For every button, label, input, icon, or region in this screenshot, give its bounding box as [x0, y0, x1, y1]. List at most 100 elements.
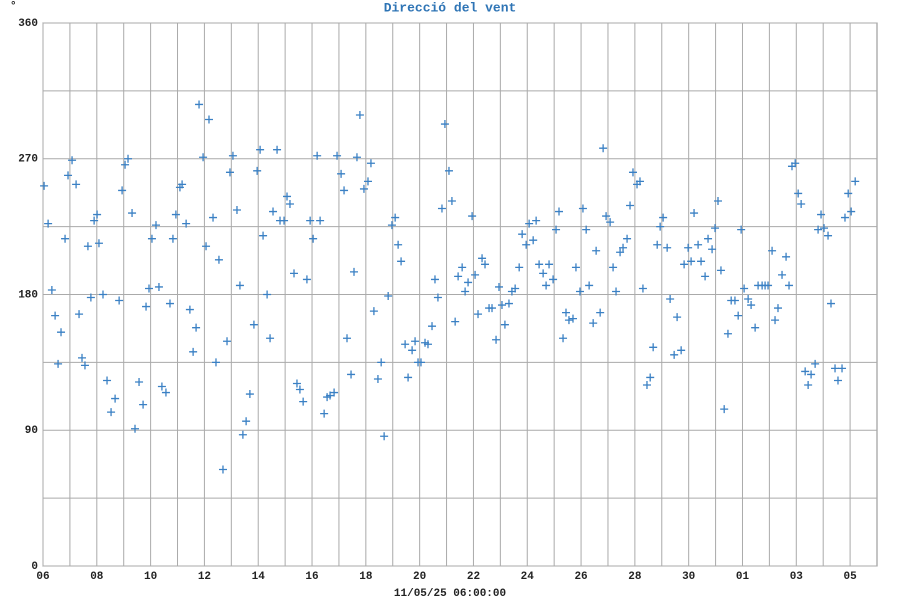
data-point — [47, 285, 56, 294]
data-point — [844, 189, 853, 198]
x-tick-label: 10 — [144, 571, 157, 583]
y-tick-label: 180 — [18, 289, 38, 301]
data-point — [711, 224, 720, 233]
data-point — [659, 213, 668, 222]
data-point — [366, 159, 375, 168]
data-point — [511, 284, 520, 293]
data-point — [791, 159, 800, 168]
data-point — [245, 390, 254, 399]
data-point — [121, 160, 130, 169]
data-point — [397, 257, 406, 266]
y-tick-label: 0 — [31, 561, 38, 573]
x-tick-label: 20 — [413, 571, 426, 583]
data-point — [161, 388, 170, 397]
data-point — [111, 394, 120, 403]
data-point — [416, 358, 425, 367]
data-point — [532, 216, 541, 225]
data-point — [602, 212, 611, 221]
data-point — [107, 408, 116, 417]
data-point — [299, 397, 308, 406]
data-point — [253, 166, 262, 175]
data-point — [680, 260, 689, 269]
data-point — [347, 370, 356, 379]
data-point — [575, 287, 584, 296]
data-point — [211, 358, 220, 367]
data-point — [723, 329, 732, 338]
x-tick-label: 30 — [682, 571, 695, 583]
data-point — [589, 319, 598, 328]
data-point — [474, 310, 483, 319]
y-unit: ° — [10, 1, 17, 13]
data-point — [559, 334, 568, 343]
data-point — [666, 295, 675, 304]
data-point — [612, 287, 621, 296]
data-point — [377, 358, 386, 367]
data-point — [814, 225, 823, 234]
data-point — [561, 308, 570, 317]
data-point — [350, 267, 359, 276]
data-point — [440, 120, 449, 129]
data-point — [292, 379, 301, 388]
data-point — [259, 231, 268, 240]
data-point — [687, 257, 696, 266]
data-point — [525, 219, 534, 228]
data-point — [571, 263, 580, 272]
data-point — [606, 218, 615, 227]
data-point — [488, 304, 497, 313]
data-point — [61, 234, 70, 243]
data-point — [522, 240, 531, 249]
data-point — [649, 343, 658, 352]
data-point — [673, 313, 682, 322]
data-point — [714, 196, 723, 205]
data-point — [549, 275, 558, 284]
data-point — [539, 269, 548, 278]
data-point — [151, 221, 160, 230]
data-point — [64, 171, 73, 180]
data-point — [404, 373, 413, 382]
data-point — [242, 417, 251, 426]
data-point — [464, 278, 473, 287]
data-point — [178, 180, 187, 189]
data-point — [423, 340, 432, 349]
data-point — [555, 207, 564, 216]
data-point — [343, 334, 352, 343]
x-tick-label: 06 — [36, 571, 49, 583]
data-point — [44, 219, 53, 228]
data-point — [697, 257, 706, 266]
y-tick-label: 270 — [18, 154, 38, 166]
data-point — [582, 225, 591, 234]
data-point — [568, 314, 577, 323]
data-point — [773, 304, 782, 313]
data-point — [820, 224, 829, 233]
data-point — [232, 206, 241, 215]
data-point — [93, 210, 102, 219]
data-point — [481, 260, 490, 269]
data-point — [471, 270, 480, 279]
data-point — [103, 376, 112, 385]
data-point — [826, 299, 835, 308]
data-point — [373, 374, 382, 383]
data-point — [684, 243, 693, 252]
data-point — [677, 346, 686, 355]
data-point — [142, 302, 151, 311]
data-point — [535, 260, 544, 269]
data-point — [124, 154, 133, 163]
data-point — [430, 275, 439, 284]
data-point — [831, 364, 840, 373]
data-point — [768, 246, 777, 255]
data-point — [592, 246, 601, 255]
data-point — [545, 260, 554, 269]
data-point — [199, 153, 208, 162]
data-point — [797, 200, 806, 208]
data-point — [330, 388, 339, 397]
data-point — [295, 385, 304, 394]
data-point — [552, 225, 561, 234]
data-point — [500, 320, 509, 329]
data-point — [165, 299, 174, 308]
data-point — [144, 284, 153, 293]
x-tick-label: 22 — [467, 571, 480, 583]
data-point — [701, 272, 710, 281]
data-point — [840, 213, 849, 222]
x-tick-label: 03 — [790, 571, 804, 583]
